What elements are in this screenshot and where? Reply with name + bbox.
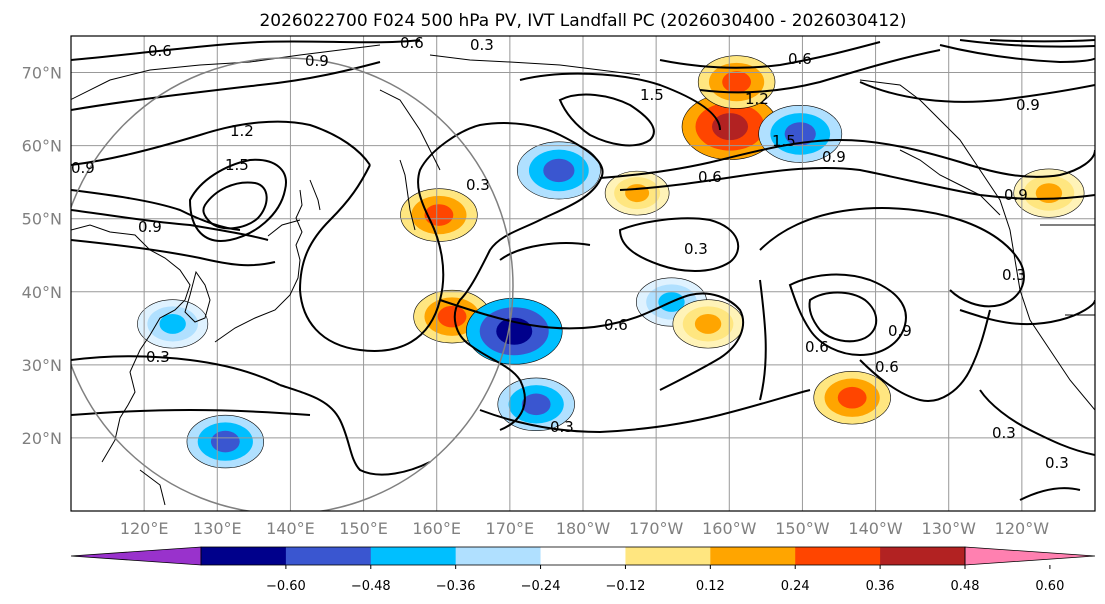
contour-label: 0.6 <box>604 316 628 334</box>
map-frame <box>70 35 1096 512</box>
lon-tick-label: 140°W <box>848 519 903 538</box>
colorbar-extend-min <box>70 546 202 566</box>
contour-label: 0.3 <box>146 348 170 366</box>
lat-tick-label: 20°N <box>22 429 62 448</box>
contour-label: 0.6 <box>875 358 899 376</box>
contour-label: 0.3 <box>684 240 708 258</box>
lon-tick-label: 130°E <box>193 519 242 538</box>
contour-labels: 0.6 0.9 0.6 0.3 1.2 1.5 0.9 0.9 0.3 1.5 … <box>71 34 1069 472</box>
contour-label: 0.9 <box>888 322 912 340</box>
colorbar-tick-label: −0.60 <box>266 579 306 594</box>
pv-positive-blob <box>672 299 744 349</box>
landfall-radius-circle <box>71 57 514 511</box>
pv-positive-blob <box>813 371 891 425</box>
colorbar-tick-label: 0.36 <box>866 579 895 594</box>
pv-negative-blob <box>137 299 209 349</box>
lat-tick-label: 60°N <box>22 137 62 156</box>
contour-label: 0.3 <box>992 424 1016 442</box>
lon-tick-label: 160°E <box>412 519 461 538</box>
contour-label: 0.9 <box>1016 96 1040 114</box>
contour-label: 0.3 <box>466 176 490 194</box>
contour-label: 0.6 <box>698 168 722 186</box>
lat-tick-label: 30°N <box>22 356 62 375</box>
colorbar-segment <box>455 547 542 565</box>
contour-label: 0.6 <box>148 42 172 60</box>
contour-label: 0.6 <box>805 338 829 356</box>
contour-label: 0.9 <box>71 159 95 177</box>
contour-label: 0.9 <box>305 52 329 70</box>
latitude-labels: 20°N 30°N 40°N 50°N 60°N 70°N <box>22 64 62 448</box>
contour-label: 1.5 <box>640 86 664 104</box>
colorbar-tick-label: 0.60 <box>1035 579 1064 594</box>
contour-label: 1.2 <box>230 122 254 140</box>
contour-label: 0.3 <box>1002 266 1026 284</box>
pv-negative-blob <box>516 141 601 200</box>
colorbar-segment <box>880 547 966 565</box>
coastlines <box>71 44 1095 506</box>
colorbar-tick-label: −0.36 <box>436 579 476 594</box>
lon-tick-label: 180°W <box>556 519 611 538</box>
lon-tick-label: 160°W <box>702 519 757 538</box>
lat-tick-label: 70°N <box>22 64 62 83</box>
colorbar-tick-label: 0.48 <box>951 579 980 594</box>
lon-tick-label: 150°W <box>775 519 830 538</box>
colorbar-segment <box>201 547 287 565</box>
colorbar: −0.60 −0.48 −0.36 −0.24 −0.12 0.12 0.24 0.36 0.4… <box>70 546 1096 594</box>
pv-contours <box>71 39 1095 501</box>
pv-positive-blob <box>400 188 478 242</box>
contour-label: 0.3 <box>470 36 494 54</box>
colorbar-tick-label: 0.12 <box>696 579 725 594</box>
graticule <box>71 36 1095 511</box>
colorbar-outline <box>200 546 966 566</box>
chart-title: 2026022700 F024 500 hPa PV, IVT Landfall… <box>259 11 906 31</box>
colorbar-segment <box>285 547 372 565</box>
pv-negative-blob <box>186 414 265 469</box>
lat-tick-label: 40°N <box>22 283 62 302</box>
lon-tick-label: 120°W <box>995 519 1050 538</box>
contour-label: 0.3 <box>1045 454 1069 472</box>
lon-tick-label: 170°W <box>629 519 684 538</box>
colorbar-segment <box>795 547 881 565</box>
contour-label: 0.3 <box>550 418 574 436</box>
lon-tick-label: 140°E <box>266 519 315 538</box>
colorbar-segment <box>625 547 711 565</box>
colorbar-segment <box>710 547 796 565</box>
lat-tick-label: 50°N <box>22 210 62 229</box>
colorbar-tick-label: 0.24 <box>781 579 810 594</box>
colorbar-tick-label: −0.48 <box>351 579 391 594</box>
lon-tick-label: 150°E <box>339 519 388 538</box>
contour-label: 0.9 <box>138 218 162 236</box>
contour-label: 0.6 <box>400 34 424 52</box>
contour-label: 0.9 <box>1004 186 1028 204</box>
contour-label: 0.9 <box>822 148 846 166</box>
pv-negative-blob <box>465 297 563 365</box>
lon-tick-label: 120°E <box>120 519 169 538</box>
longitude-labels: 120°E 130°E 140°E 150°E 160°E 170°E 180°W 170°W… <box>120 519 1049 538</box>
colorbar-segment <box>540 547 626 565</box>
colorbar-tick-label: −0.12 <box>606 579 646 594</box>
contour-label: 0.6 <box>788 50 812 68</box>
contour-label: 1.2 <box>745 90 769 108</box>
contour-label: 1.5 <box>772 132 796 150</box>
pv-positive-blob <box>1013 168 1085 218</box>
colorbar-tick-label: −0.24 <box>521 579 561 594</box>
colorbar-segment <box>370 547 457 565</box>
colorbar-extend-max <box>964 546 1096 566</box>
lon-tick-label: 130°W <box>922 519 977 538</box>
lon-tick-label: 170°E <box>486 519 535 538</box>
contour-label: 1.5 <box>225 156 249 174</box>
